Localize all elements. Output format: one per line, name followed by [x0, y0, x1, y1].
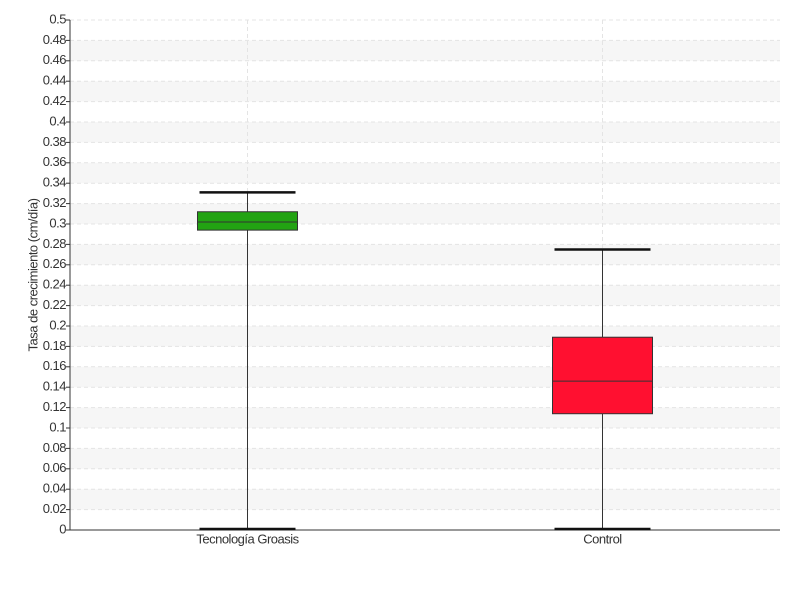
y-tick-label: 0.4	[49, 113, 66, 128]
y-tick-label: 0.16	[43, 358, 67, 373]
grid-band	[70, 366, 780, 388]
y-axis-label: Tasa de crecimiento (cm/día)	[25, 198, 40, 351]
grid-band	[70, 40, 780, 61]
y-tick-label: 0.12	[43, 399, 67, 414]
y-tick-label: 0.1	[49, 419, 66, 434]
y-tick-label: 0.44	[43, 73, 67, 88]
y-tick-label: 0.46	[43, 52, 67, 67]
y-tick-label: 0.08	[43, 440, 67, 455]
y-tick-label: 0.5	[49, 11, 66, 26]
grid-band	[70, 162, 780, 184]
y-tick-label: 0.18	[43, 338, 67, 353]
y-tick-label: 0.48	[43, 32, 67, 47]
grid-band	[70, 122, 780, 143]
y-tick-label: 0.36	[43, 154, 67, 169]
box	[197, 211, 298, 231]
y-tick-label: 0.22	[43, 297, 67, 312]
x-tick-label: Control	[583, 531, 622, 546]
grid-band	[70, 407, 780, 428]
y-tick-label: 0.2	[49, 317, 66, 332]
y-tick-label: 0.06	[43, 460, 67, 475]
y-tick-label: 0.04	[43, 481, 67, 496]
y-tick-label: 0.14	[43, 379, 67, 394]
y-tick-label: 0.28	[43, 236, 67, 251]
y-tick-label: 0.24	[43, 277, 67, 292]
box	[552, 336, 653, 415]
grid-band	[70, 244, 780, 265]
grid-band	[70, 81, 780, 102]
y-tick-label: 0.42	[43, 93, 67, 108]
grid-band	[70, 285, 780, 306]
y-tick-label: 0.02	[43, 501, 67, 516]
y-tick-label: 0.34	[43, 175, 67, 190]
y-tick-label: 0.32	[43, 195, 67, 210]
grid-band	[70, 203, 780, 224]
grid-band	[70, 489, 780, 510]
x-tick-label: Tecnología Groasis	[196, 531, 299, 546]
y-tick-label: 0.38	[43, 134, 67, 149]
grid-band	[70, 326, 780, 347]
y-tick-label: 0.26	[43, 256, 67, 271]
y-tick-label: 0.3	[49, 215, 66, 230]
y-tick-label: 0	[59, 521, 66, 536]
grid-band	[70, 448, 780, 469]
